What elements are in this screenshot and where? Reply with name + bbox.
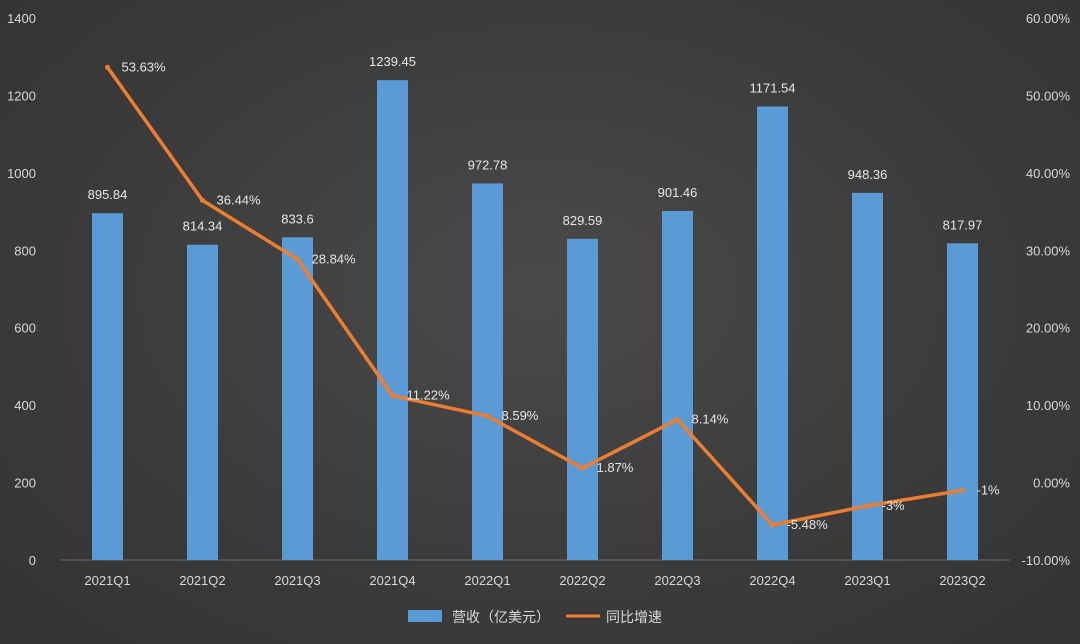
- line-data-label: 36.44%: [217, 192, 262, 207]
- bar: [757, 106, 788, 560]
- line-point: [200, 197, 205, 203]
- bar: [92, 213, 123, 560]
- line-data-label: 28.84%: [312, 251, 357, 266]
- line-data-label: -3%: [882, 498, 906, 513]
- line-data-label: 1.87%: [597, 460, 634, 475]
- y-right-tick-label: 0.00%: [1033, 476, 1070, 491]
- y-left-tick-label: 600: [14, 321, 36, 336]
- y-left-tick-label: 1400: [7, 11, 36, 26]
- y-right-tick-label: 50.00%: [1026, 88, 1071, 103]
- line-data-label: 8.14%: [692, 412, 729, 427]
- bar: [852, 192, 883, 561]
- bar-data-label: 895.84: [88, 187, 128, 202]
- x-tick-label: 2022Q4: [749, 573, 795, 588]
- y-axis-left: 0 200 400 600 800 1000 1200 1400: [7, 11, 36, 568]
- y-right-tick-label: -10.00%: [1022, 553, 1071, 568]
- legend-swatch-revenue: [408, 610, 442, 622]
- bar-data-label: 972.78: [468, 157, 508, 172]
- line-point: [865, 503, 870, 509]
- y-left-tick-label: 1000: [7, 166, 36, 181]
- line-point: [485, 413, 490, 419]
- bar: [282, 237, 313, 560]
- y-left-tick-label: 800: [14, 243, 36, 258]
- line-data-labels: 53.63% 36.44% 28.84% 11.22% 8.59% 1.87% 8.14% -…: [105, 59, 1000, 532]
- y-left-tick-label: 200: [14, 476, 36, 491]
- bar-data-label: 901.46: [658, 185, 698, 200]
- bar-data-label: 814.34: [183, 219, 223, 234]
- bar: [377, 80, 408, 560]
- bar: [567, 238, 598, 561]
- bar: [187, 244, 218, 561]
- x-axis-tick-labels: 2021Q1 2021Q2 2021Q3 2021Q4 2022Q1 2022Q2 2022…: [84, 573, 985, 588]
- bar-series: [92, 80, 978, 561]
- line-point: [390, 393, 395, 399]
- x-tick-label: 2023Q1: [844, 573, 890, 588]
- bar-data-label: 1171.54: [749, 80, 795, 95]
- x-tick-label: 2022Q1: [464, 573, 510, 588]
- y-right-tick-label: 20.00%: [1026, 321, 1071, 336]
- bar-data-label: 1239.45: [369, 54, 416, 69]
- x-tick-label: 2022Q2: [559, 573, 605, 588]
- y-right-tick-label: 60.00%: [1026, 11, 1071, 26]
- y-axis-right: -10.00% 0.00% 10.00% 20.00% 30.00% 40.00% 50.0…: [1022, 11, 1071, 568]
- y-right-tick-label: 10.00%: [1026, 398, 1071, 413]
- line-data-label: 11.22%: [407, 388, 451, 403]
- line-point: [295, 256, 300, 262]
- x-tick-label: 2021Q4: [369, 573, 415, 588]
- bar-data-label: 833.6: [281, 211, 314, 226]
- line-point: [105, 64, 110, 70]
- bar-data-label: 948.36: [848, 167, 888, 182]
- growth-line: [105, 65, 965, 527]
- bar: [662, 211, 693, 560]
- bar-data-label: 829.59: [563, 213, 603, 228]
- line-point: [580, 465, 585, 471]
- x-tick-label: 2021Q1: [84, 573, 130, 588]
- line-point: [960, 487, 965, 493]
- line-data-label: -1%: [977, 482, 1001, 497]
- bar: [472, 183, 503, 560]
- bar-data-labels: 895.84 814.34 833.6 1239.45 972.78 829.59 901.…: [88, 54, 983, 234]
- line-point: [770, 522, 775, 528]
- y-right-tick-label: 30.00%: [1026, 243, 1071, 258]
- x-tick-label: 2022Q3: [654, 573, 700, 588]
- bar-data-label: 817.97: [943, 217, 983, 232]
- line-point: [675, 417, 680, 423]
- y-left-tick-label: 1200: [7, 88, 36, 103]
- bar: [947, 243, 978, 561]
- legend: 营收（亿美元） 同比增速: [408, 610, 662, 626]
- line-data-label: 53.63%: [122, 59, 167, 74]
- y-left-tick-label: 0: [29, 553, 36, 568]
- x-tick-label: 2021Q3: [274, 573, 320, 588]
- x-tick-label: 2023Q2: [939, 573, 985, 588]
- y-right-tick-label: 40.00%: [1026, 166, 1071, 181]
- x-tick-label: 2021Q2: [179, 573, 225, 588]
- legend-label-revenue: 营收（亿美元）: [452, 610, 550, 626]
- line-data-label: -5.48%: [787, 517, 829, 532]
- legend-label-growth: 同比增速: [606, 610, 662, 626]
- y-left-tick-label: 400: [14, 398, 36, 413]
- line-data-label: 8.59%: [502, 408, 539, 423]
